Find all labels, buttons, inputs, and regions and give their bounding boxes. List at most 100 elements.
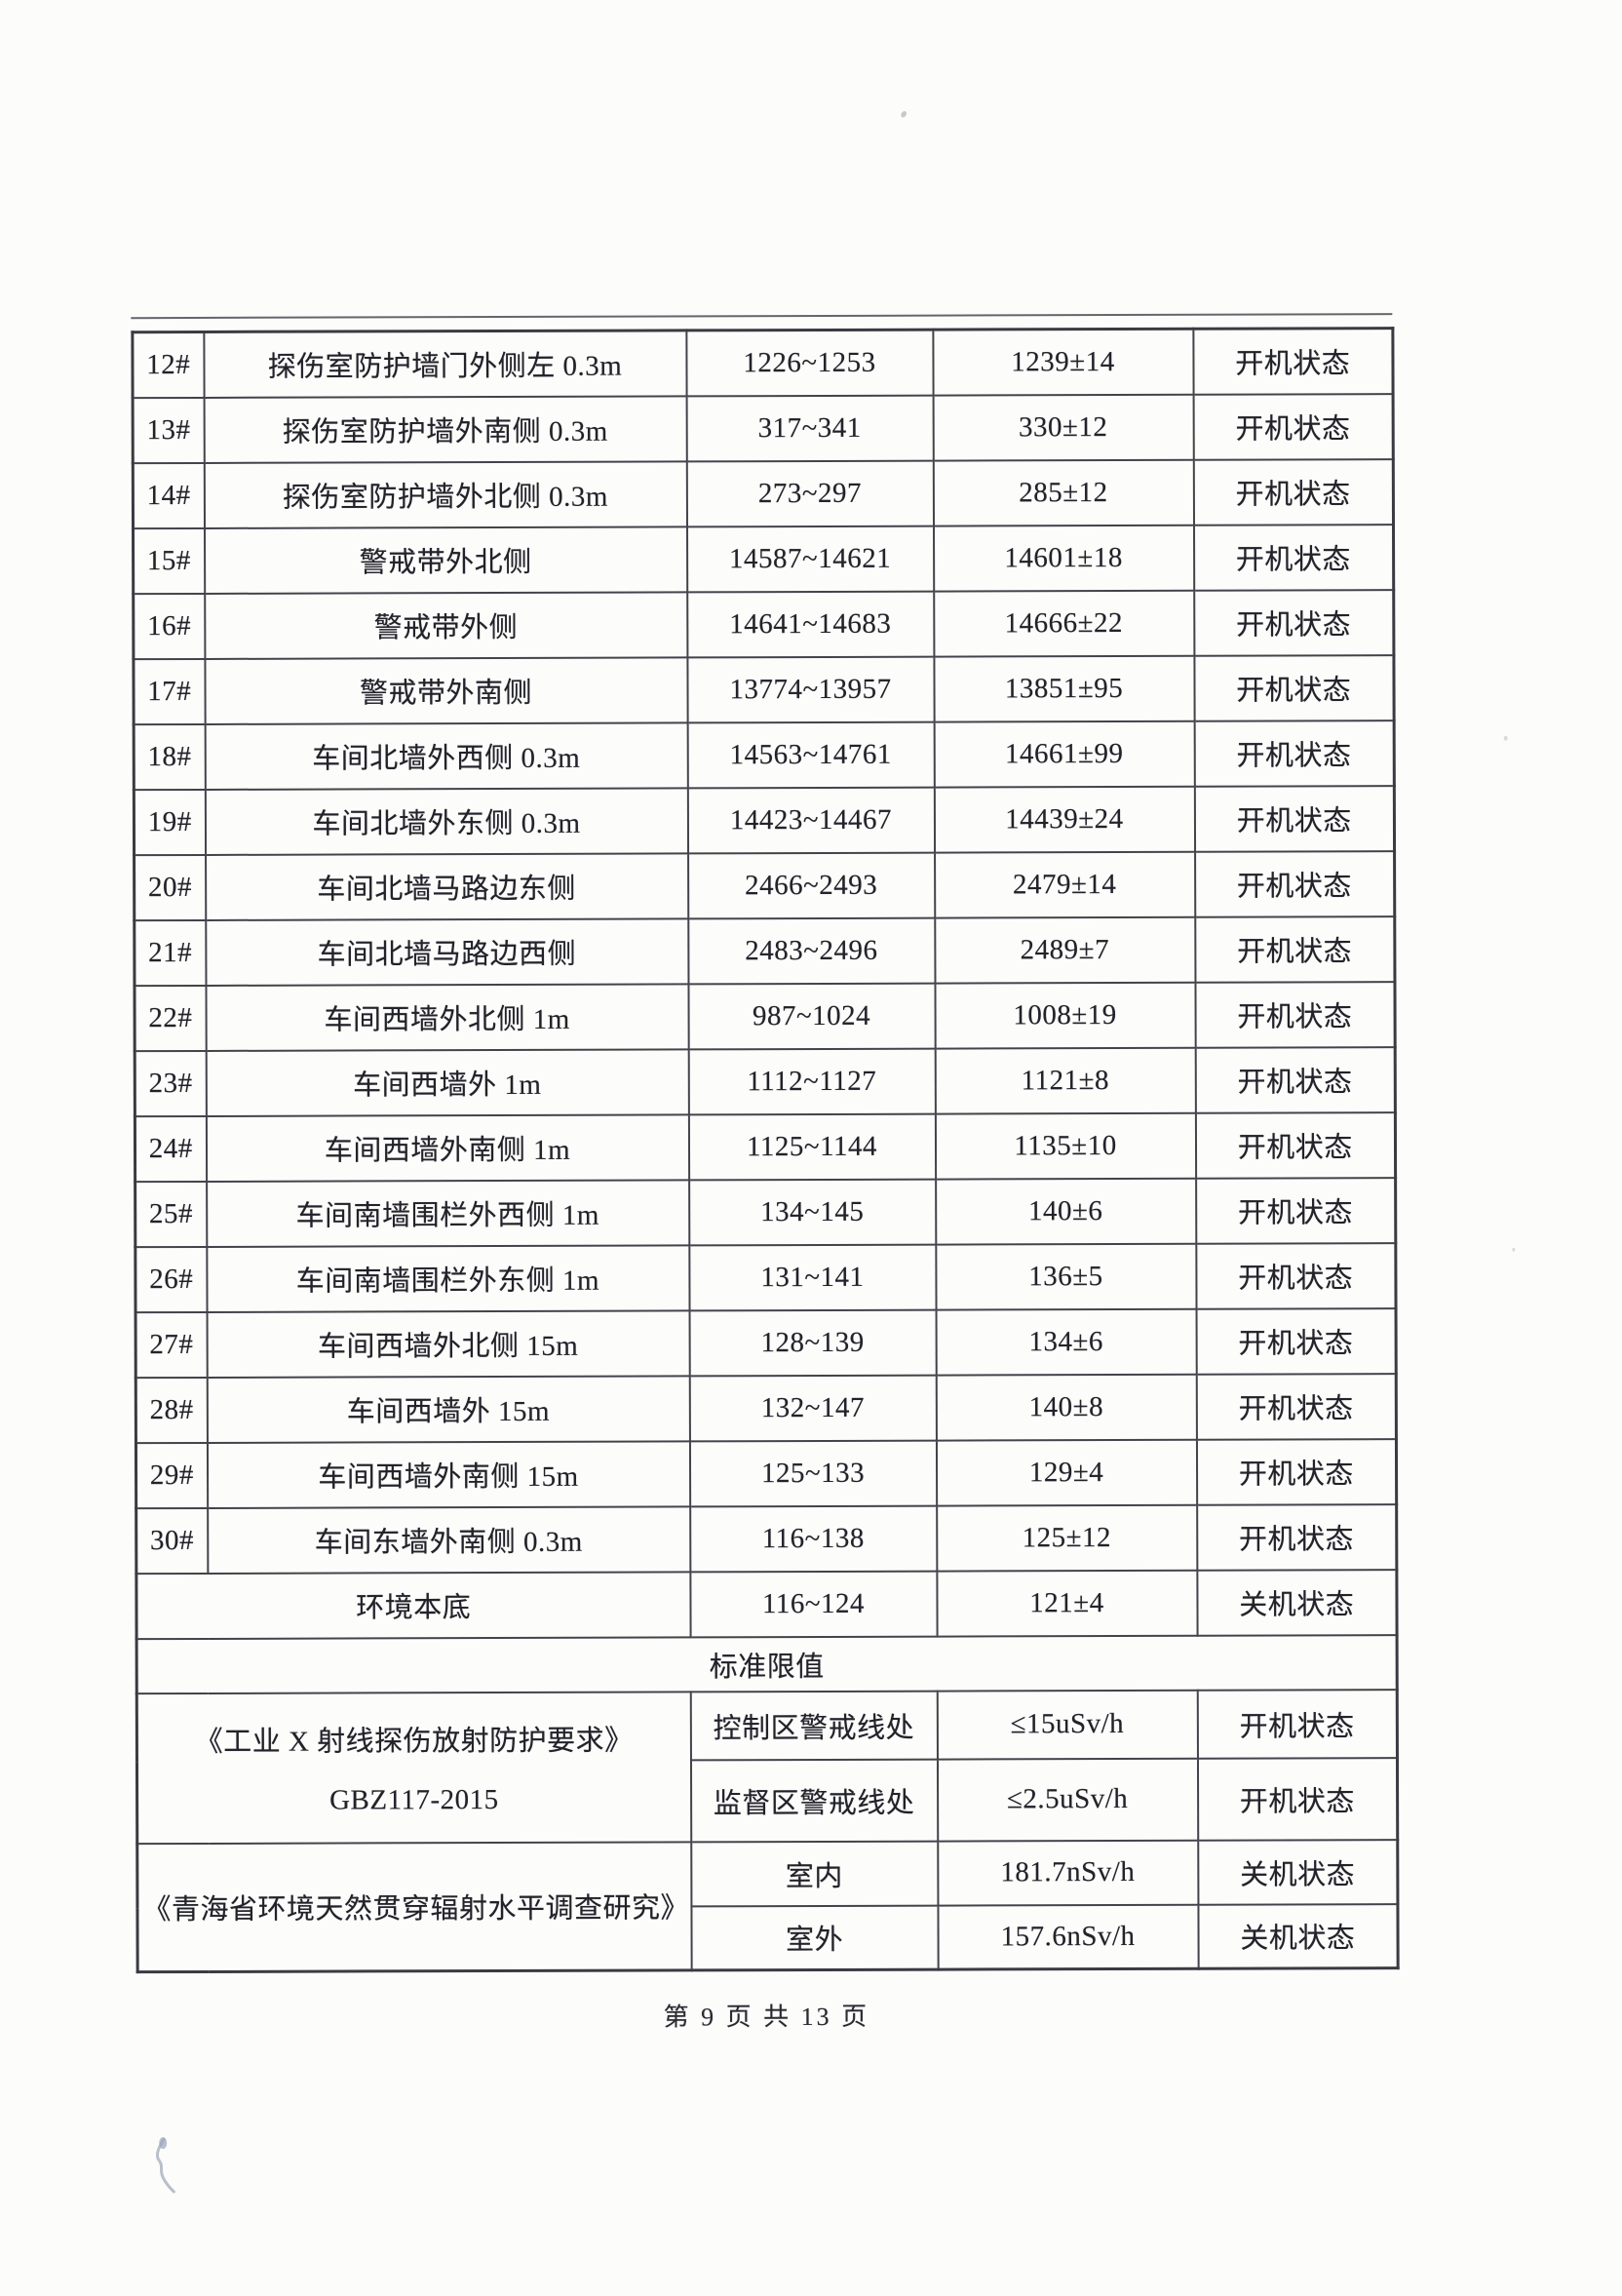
row-number-cell: 24# [135, 1115, 207, 1182]
row-location-cell: 探伤室防护墙门外侧左 0.3m [203, 330, 687, 398]
row-number-cell: 20# [134, 854, 206, 920]
row-number-cell: 14# [133, 462, 205, 528]
row-mean-cell: 2479±14 [934, 851, 1195, 918]
row-range-cell: 1226~1253 [685, 330, 934, 396]
row-location-cell: 车间北墙马路边西侧 [205, 917, 688, 986]
row-number-cell: 16# [133, 593, 205, 659]
limit-place-cell: 室内 [690, 1841, 938, 1906]
table-row: 19# 车间北墙外东侧 0.3m 14423~14467 14439±24 开机状态 [134, 785, 1395, 855]
scan-speck [900, 109, 908, 119]
row-mean-cell: 14661±99 [934, 720, 1195, 788]
row-range-cell: 125~133 [689, 1440, 937, 1506]
row-number-cell: 18# [134, 723, 206, 790]
table-row: 23# 车间西墙外 1m 1112~1127 1121±8 开机状态 [135, 1046, 1396, 1116]
limits-header-cell: 标准限值 [136, 1634, 1398, 1693]
row-range-cell: 987~1024 [687, 983, 936, 1049]
reference-line: 《工业 X 射线探伤放射防护要求》 [194, 1725, 634, 1758]
row-range-cell: 128~139 [689, 1309, 937, 1376]
row-status-cell: 开机状态 [1195, 1046, 1396, 1113]
table-row: 环境本底 116~124 121±4 关机状态 [135, 1569, 1398, 1639]
table-row: 16# 警戒带外侧 14641~14683 14666±22 开机状态 [133, 589, 1394, 659]
table-row: 25# 车间南墙围栏外西侧 1m 134~145 140±6 开机状态 [135, 1177, 1396, 1247]
row-range-cell: 14563~14761 [687, 721, 935, 788]
row-number-cell: 21# [134, 919, 206, 986]
limits-header-row: 标准限值 [136, 1634, 1398, 1693]
row-location-cell: 探伤室防护墙外北侧 0.3m [204, 460, 687, 528]
table-row: 12# 探伤室防护墙门外侧左 0.3m 1226~1253 1239±14 开机状态 [132, 328, 1394, 398]
row-mean-cell: 140±6 [935, 1178, 1196, 1245]
row-mean-cell: 1008±19 [934, 982, 1196, 1049]
row-status-cell: 开机状态 [1193, 458, 1394, 525]
row-range-cell: 116~138 [689, 1505, 937, 1572]
limit-value-cell: 181.7nSv/h [937, 1840, 1198, 1906]
row-number-cell: 28# [135, 1377, 208, 1443]
row-status-cell: 开机状态 [1195, 1111, 1396, 1179]
row-mean-cell: 129±4 [936, 1439, 1197, 1506]
table-row: 21# 车间北墙马路边西侧 2483~2496 2489±7 开机状态 [134, 915, 1395, 986]
row-status-cell: 关机状态 [1196, 1569, 1398, 1636]
table-row: 20# 车间北墙马路边东侧 2466~2493 2479±14 开机状态 [134, 850, 1395, 920]
table-row: 30# 车间东墙外南侧 0.3m 116~138 125±12 开机状态 [135, 1503, 1397, 1574]
row-status-cell: 开机状态 [1195, 1177, 1396, 1244]
limit-place-cell: 监督区警戒线处 [690, 1759, 938, 1842]
pen-mark [155, 2137, 175, 2194]
row-mean-cell: 285±12 [933, 459, 1194, 526]
row-status-cell: 开机状态 [1194, 720, 1395, 787]
row-location-cell: 环境本底 [135, 1571, 691, 1639]
table-row: 13# 探伤室防护墙外南侧 0.3m 317~341 330±12 开机状态 [133, 393, 1394, 463]
page-break-rule [131, 313, 1393, 320]
row-number-cell: 13# [133, 397, 205, 463]
row-range-cell: 1125~1144 [688, 1113, 936, 1180]
row-number-cell: 25# [135, 1181, 207, 1247]
row-mean-cell: 1239±14 [932, 329, 1194, 396]
row-range-cell: 1112~1127 [688, 1048, 936, 1114]
row-location-cell: 警戒带外南侧 [204, 656, 688, 724]
row-mean-cell: 134±6 [936, 1308, 1197, 1376]
row-mean-cell: 14439±24 [934, 786, 1195, 853]
row-mean-cell: 13851±95 [933, 655, 1195, 722]
row-location-cell: 车间北墙外西侧 0.3m [205, 721, 688, 790]
reference-cell: 《工业 X 射线探伤放射防护要求》 GBZ117-2015 [136, 1691, 691, 1844]
limit-status-cell: 开机状态 [1197, 1757, 1398, 1841]
row-mean-cell: 140±8 [936, 1374, 1197, 1441]
limit-status-cell: 关机状态 [1197, 1903, 1399, 1969]
table-row: 18# 车间北墙外西侧 0.3m 14563~14761 14661±99 开机状态 [134, 720, 1395, 790]
row-number-cell: 12# [132, 331, 205, 398]
row-mean-cell: 121±4 [936, 1570, 1198, 1637]
table-row: 29# 车间西墙外南侧 15m 125~133 129±4 开机状态 [135, 1438, 1397, 1508]
row-number-cell: 22# [134, 985, 207, 1051]
row-range-cell: 116~124 [689, 1571, 938, 1637]
row-location-cell: 探伤室防护墙外南侧 0.3m [204, 395, 687, 463]
table-row: 14# 探伤室防护墙外北侧 0.3m 273~297 285±12 开机状态 [133, 458, 1394, 528]
row-mean-cell: 1135±10 [935, 1112, 1196, 1180]
limit-value-cell: 157.6nSv/h [937, 1904, 1199, 1970]
row-range-cell: 134~145 [688, 1179, 936, 1245]
row-status-cell: 开机状态 [1194, 785, 1395, 852]
row-mean-cell: 1121±8 [935, 1047, 1196, 1114]
row-status-cell: 开机状态 [1194, 850, 1395, 917]
row-mean-cell: 14601±18 [933, 525, 1194, 592]
table-row: 28# 车间西墙外 15m 132~147 140±8 开机状态 [135, 1373, 1397, 1443]
row-mean-cell: 2489±7 [934, 916, 1195, 984]
row-location-cell: 警戒带外侧 [204, 591, 687, 659]
limit-value-cell: ≤15uSv/h [937, 1690, 1198, 1760]
row-range-cell: 14641~14683 [686, 591, 934, 657]
row-status-cell: 开机状态 [1192, 328, 1394, 395]
table-row: 27# 车间西墙外北侧 15m 128~139 134±6 开机状态 [135, 1307, 1397, 1378]
row-range-cell: 273~297 [686, 460, 934, 526]
reference-line: GBZ117-2015 [329, 1784, 499, 1816]
limit-row: 《工业 X 射线探伤放射防护要求》 GBZ117-2015 控制区警戒线处 ≤15uS… [136, 1689, 1398, 1844]
row-range-cell: 131~141 [688, 1244, 937, 1310]
row-location-cell: 警戒带外北侧 [204, 525, 687, 594]
row-status-cell: 开机状态 [1193, 654, 1395, 721]
row-number-cell: 19# [134, 789, 206, 855]
row-range-cell: 317~341 [686, 395, 934, 461]
row-location-cell: 车间南墙围栏外西侧 1m [206, 1179, 689, 1247]
row-status-cell: 开机状态 [1194, 915, 1395, 983]
scan-speck [1503, 735, 1508, 741]
row-location-cell: 车间南墙围栏外东侧 1m [206, 1244, 690, 1312]
row-range-cell: 14423~14467 [687, 787, 935, 853]
row-number-cell: 23# [135, 1050, 207, 1116]
row-location-cell: 车间西墙外南侧 15m [207, 1440, 690, 1508]
row-number-cell: 15# [133, 527, 205, 594]
